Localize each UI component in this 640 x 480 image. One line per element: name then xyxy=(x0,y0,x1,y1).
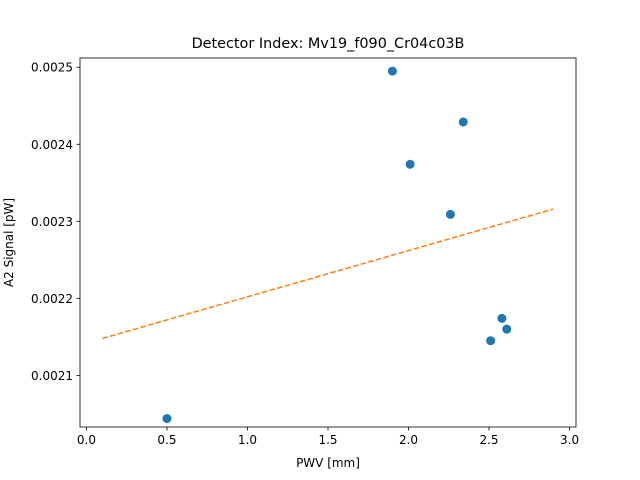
series-layer xyxy=(102,66,554,424)
x-tick-label: 2.0 xyxy=(399,433,418,447)
x-tick-label: 1.5 xyxy=(318,433,337,447)
data-point xyxy=(502,324,512,334)
chart-title: Detector Index: Mv19_f090_Cr04c03B xyxy=(192,36,465,52)
y-tick-label: 0.0025 xyxy=(31,61,73,75)
y-tick-label: 0.0021 xyxy=(31,369,73,383)
x-tick-label: 0.0 xyxy=(77,433,96,447)
data-point xyxy=(445,209,455,219)
data-point xyxy=(387,66,397,76)
x-axis: 0.0 0.5 1.0 1.5 2.0 2.5 3.0 xyxy=(77,427,579,447)
x-tick-label: 2.5 xyxy=(479,433,498,447)
x-tick-label: 3.0 xyxy=(560,433,579,447)
x-tick-label: 1.0 xyxy=(238,433,257,447)
data-point xyxy=(486,336,496,346)
x-tick-label: 0.5 xyxy=(157,433,176,447)
y-axis-label: A2 Signal [pW] xyxy=(2,198,16,287)
data-point xyxy=(405,159,415,169)
y-axis: 0.0021 0.0022 0.0023 0.0024 0.0025 xyxy=(31,61,80,383)
x-axis-label: PWV [mm] xyxy=(296,456,360,470)
y-tick-label: 0.0022 xyxy=(31,292,73,306)
data-point xyxy=(458,117,468,127)
data-point xyxy=(497,313,507,323)
data-point xyxy=(162,414,172,424)
fit-line xyxy=(102,208,554,340)
y-tick-label: 0.0023 xyxy=(31,215,73,229)
y-tick-label: 0.0024 xyxy=(31,138,73,152)
